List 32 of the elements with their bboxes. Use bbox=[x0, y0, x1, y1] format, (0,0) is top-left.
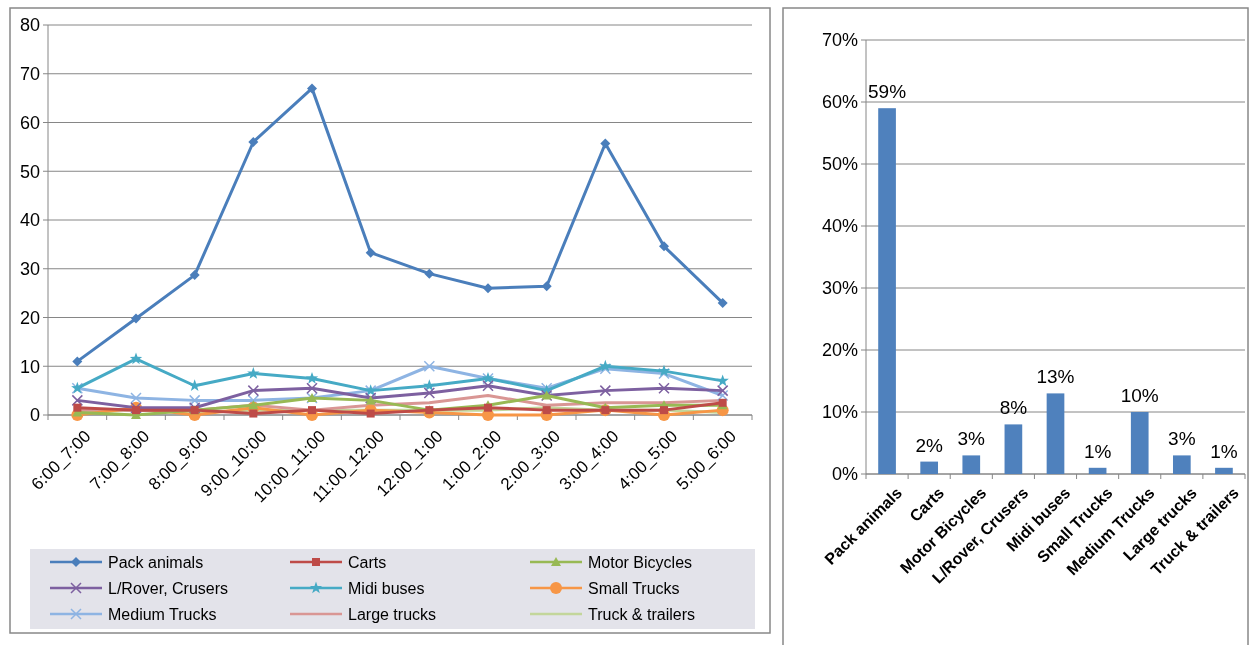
y-tick-label: 40% bbox=[821, 216, 858, 237]
y-tick-label: 60% bbox=[821, 92, 858, 113]
y-tick-label: 60 bbox=[19, 112, 40, 133]
y-tick-label: 70 bbox=[19, 64, 40, 85]
y-tick-label: 0 bbox=[29, 405, 40, 426]
y-tick-label: 10 bbox=[19, 356, 40, 377]
data-label: 8% bbox=[999, 397, 1028, 419]
legend-label: Medium Trucks bbox=[108, 605, 217, 623]
data-label: 59% bbox=[868, 81, 907, 103]
y-tick-label: 20% bbox=[821, 340, 858, 361]
y-tick-label: 20 bbox=[19, 307, 40, 328]
data-label: 1% bbox=[1210, 440, 1238, 462]
data-label: 1% bbox=[1083, 440, 1112, 462]
y-tick-label: 30% bbox=[821, 278, 858, 299]
y-tick-label: 50 bbox=[19, 161, 40, 182]
legend-label: Large trucks bbox=[348, 605, 437, 623]
y-tick-label: 70% bbox=[821, 30, 858, 51]
data-label: 3% bbox=[957, 428, 986, 450]
legend-label: Small Trucks bbox=[588, 579, 680, 597]
legend-label: Truck & trailers bbox=[588, 605, 695, 623]
legend-label: L/Rover, Crusers bbox=[108, 579, 229, 597]
y-tick-label: 50% bbox=[821, 154, 858, 175]
y-tick-label: 0% bbox=[831, 464, 858, 485]
y-tick-label: 30 bbox=[19, 259, 40, 280]
data-label: 3% bbox=[1168, 428, 1196, 450]
data-label: 10% bbox=[1120, 385, 1159, 406]
y-tick-label: 10% bbox=[821, 402, 858, 423]
data-label: 13% bbox=[1036, 366, 1075, 388]
legend-label: Midi buses bbox=[348, 579, 425, 597]
data-label: 2% bbox=[915, 434, 943, 456]
y-tick-label: 80 bbox=[19, 15, 40, 36]
y-tick-label: 40 bbox=[19, 210, 40, 231]
